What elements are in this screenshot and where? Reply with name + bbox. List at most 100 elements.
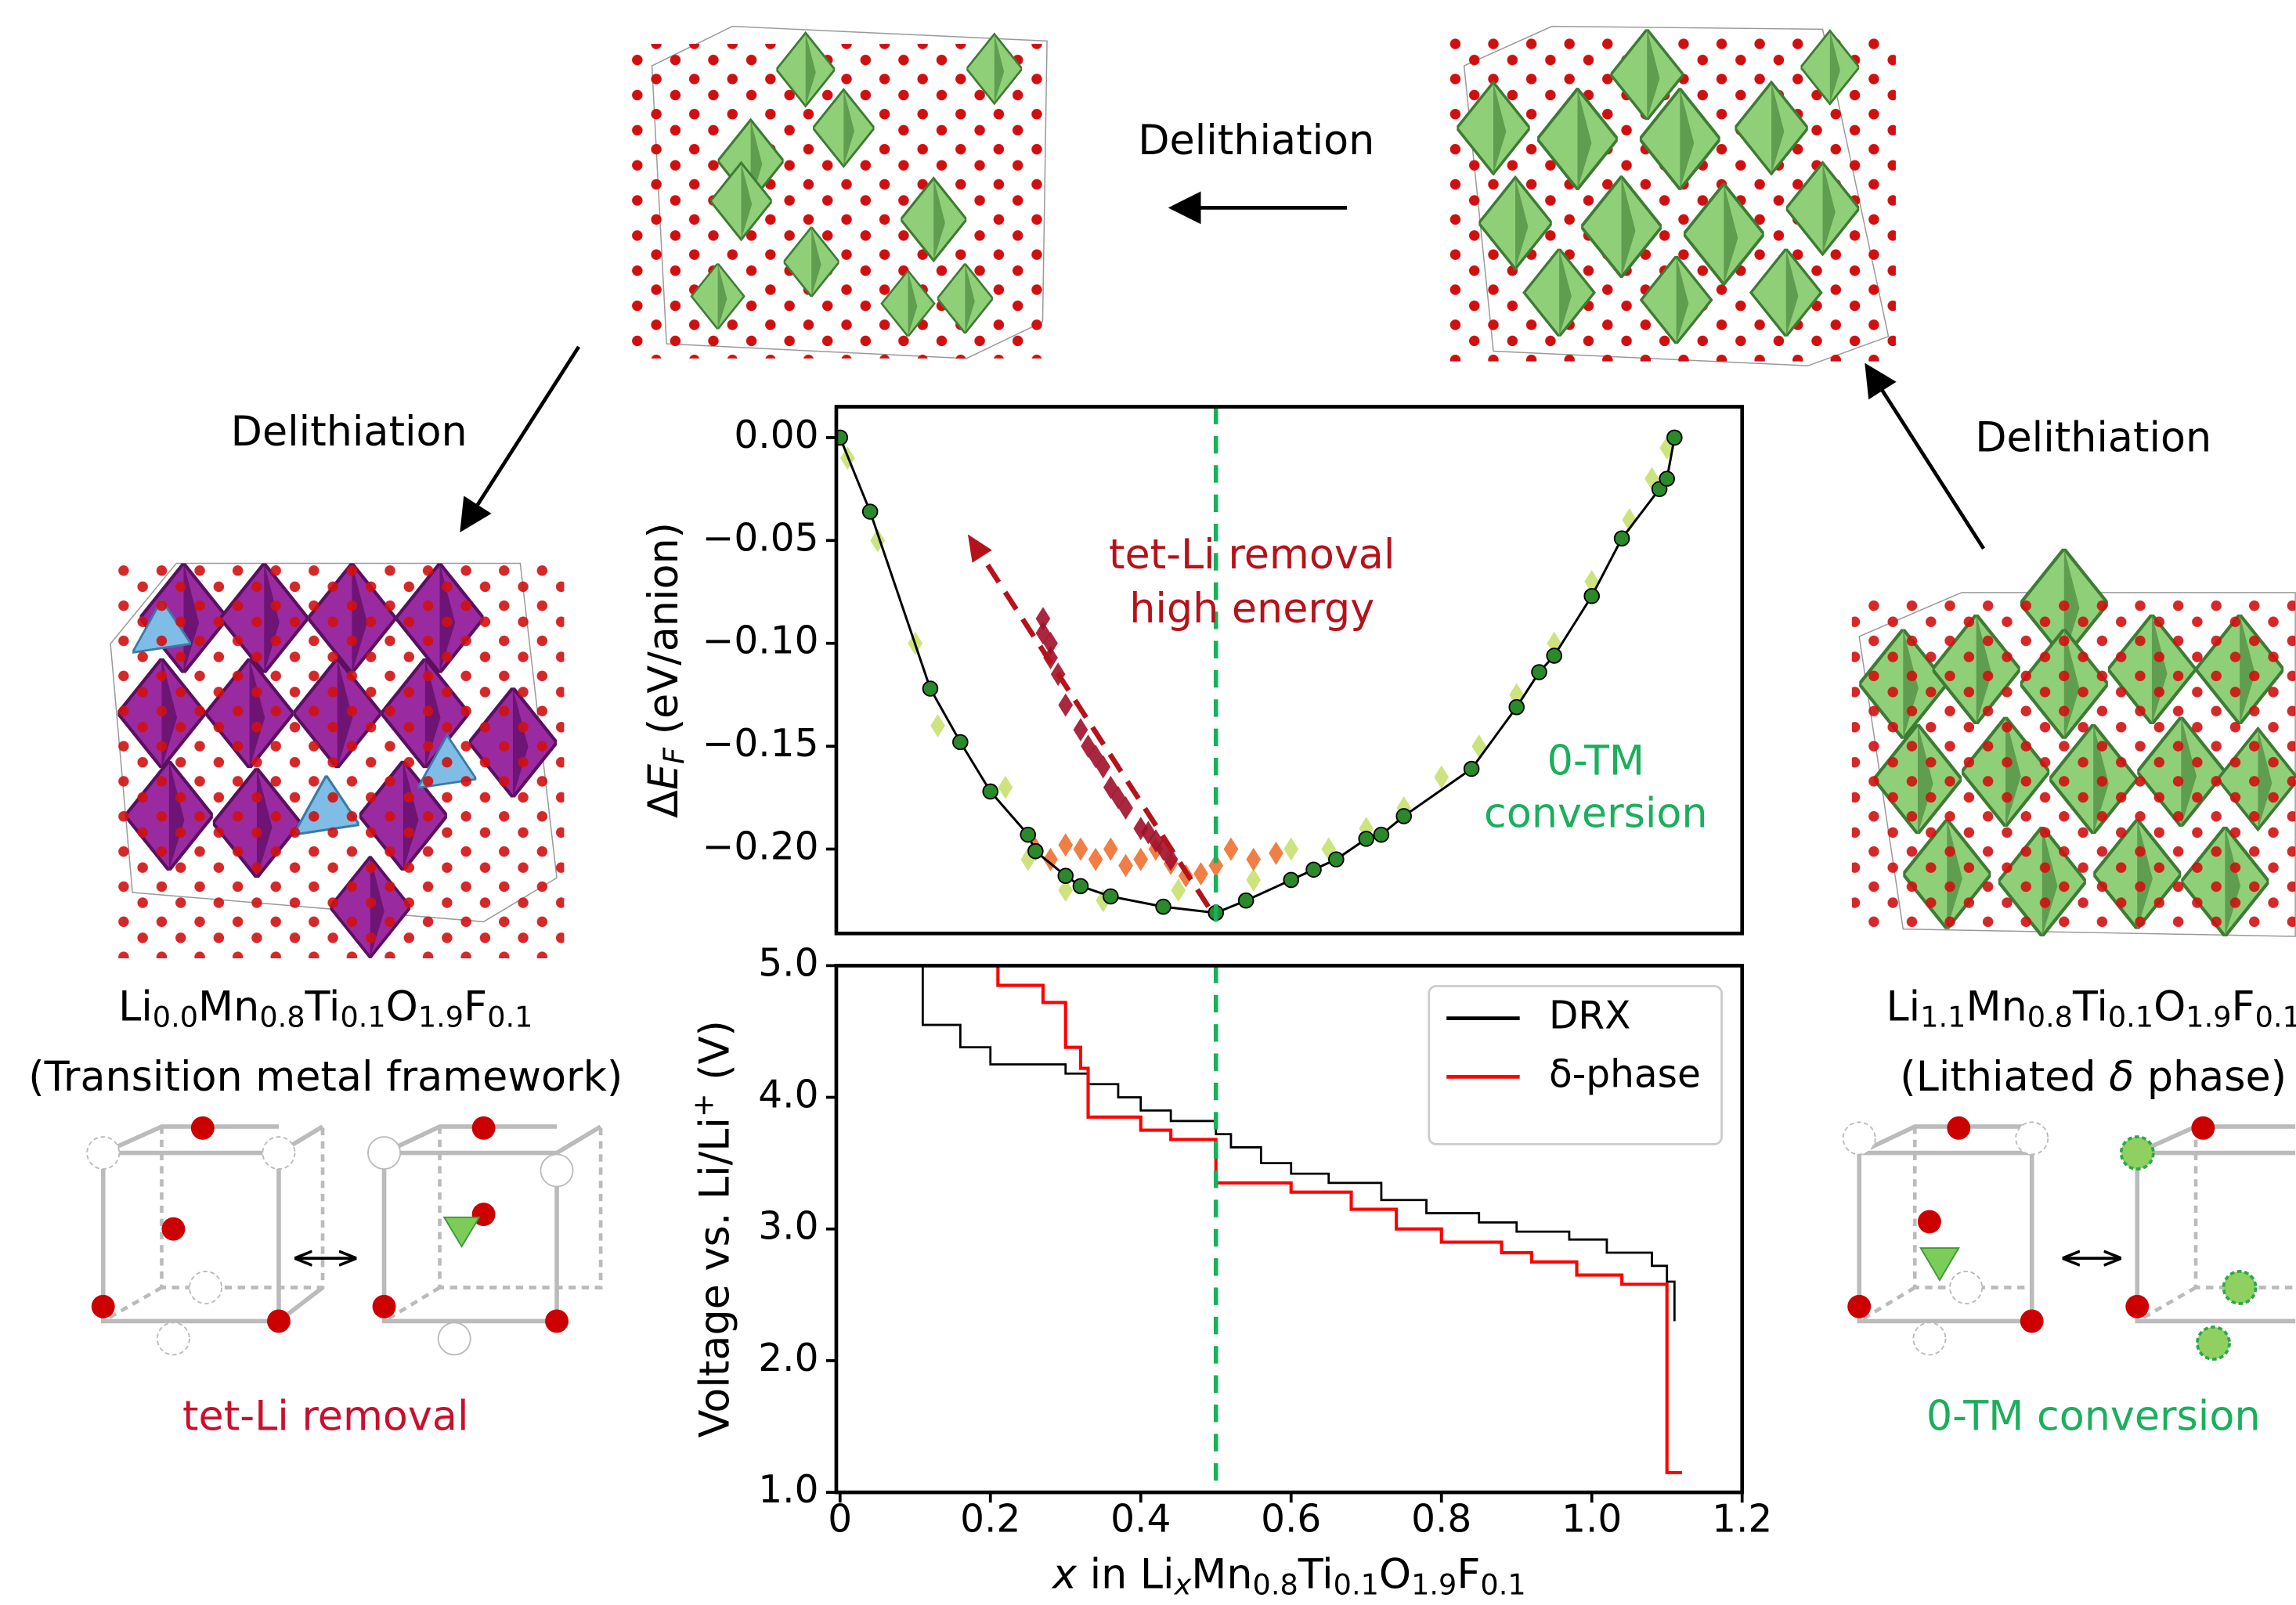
text-part: x bbox=[1174, 1567, 1192, 1601]
text-part: Ti bbox=[1298, 1550, 1334, 1598]
text-part: 1.9 bbox=[418, 1000, 464, 1033]
line-marker bbox=[1072, 878, 1089, 895]
scatter-point bbox=[1223, 837, 1239, 861]
text-part: (V) bbox=[691, 1020, 739, 1093]
atom bbox=[190, 1116, 215, 1140]
site bbox=[437, 1322, 471, 1356]
y-tick-label: 2.0 bbox=[758, 1336, 818, 1380]
structure-top-right bbox=[1442, 25, 1896, 366]
line-marker bbox=[922, 680, 939, 697]
text-part: Ti bbox=[305, 983, 341, 1030]
site bbox=[2015, 1121, 2049, 1156]
cube-edge bbox=[2136, 1126, 2296, 1323]
text-part: + bbox=[686, 1093, 720, 1117]
text-part: 0.8 bbox=[2027, 1000, 2073, 1033]
tetrahedral-li bbox=[442, 1216, 481, 1248]
text-part: F bbox=[2232, 983, 2255, 1030]
atom bbox=[2191, 1116, 2215, 1140]
mechanism-label: tet-Li removal bbox=[182, 1393, 468, 1441]
text-part: F bbox=[464, 983, 487, 1030]
text-part: O bbox=[386, 983, 418, 1030]
scatter-point bbox=[1118, 795, 1133, 820]
text-part: Mn bbox=[1191, 1550, 1252, 1598]
y-tick-label: −0.15 bbox=[702, 722, 819, 766]
scatter-point bbox=[1118, 853, 1133, 878]
tetrahedral-li bbox=[1919, 1247, 1960, 1282]
line-marker bbox=[861, 503, 879, 520]
site bbox=[1949, 1270, 1984, 1304]
atom bbox=[545, 1309, 569, 1333]
caption: (Transition metal framework) bbox=[28, 1053, 623, 1101]
y-tick-label: 1.0 bbox=[758, 1468, 818, 1512]
cube-right-a bbox=[1842, 1116, 2049, 1356]
x-tick-label: 0.2 bbox=[960, 1497, 1020, 1541]
x-axis-label: x in LixMn0.8Ti0.1O1.9F0.1 bbox=[1051, 1550, 1526, 1601]
atom bbox=[161, 1217, 186, 1241]
scatter-point bbox=[1058, 833, 1074, 857]
annotation: conversion bbox=[1484, 790, 1708, 838]
formula: Li0.0Mn0.8Ti0.1O1.9F0.1 bbox=[118, 983, 532, 1033]
y-tick-label: 0.00 bbox=[734, 413, 818, 457]
x-tick-label: 0.8 bbox=[1411, 1497, 1471, 1541]
plot-area: tet-Li removal high energy 0-TM conversion bbox=[834, 405, 1745, 936]
line-marker bbox=[1305, 861, 1322, 878]
scatter-point bbox=[1073, 837, 1088, 861]
y-tick-label: 3.0 bbox=[758, 1205, 818, 1249]
arrow-label: Delithiation bbox=[1975, 413, 2211, 461]
text-part: 0.1 bbox=[2108, 1000, 2153, 1033]
arrow bbox=[460, 345, 581, 533]
text-part: in Li bbox=[1077, 1550, 1175, 1598]
text-part: Mn bbox=[1966, 983, 2027, 1030]
text-part: F bbox=[657, 747, 691, 764]
cube-right-b bbox=[2119, 1116, 2296, 1361]
text-part: δ bbox=[2109, 1053, 2134, 1101]
line-marker bbox=[1659, 471, 1675, 487]
line-marker bbox=[952, 734, 969, 751]
scatter-point bbox=[1103, 837, 1118, 861]
site bbox=[262, 1136, 296, 1170]
y-tick-label: −0.05 bbox=[702, 516, 819, 560]
text-part: Li bbox=[1886, 983, 1921, 1030]
legend-box bbox=[1428, 985, 1723, 1145]
text-part: 0.0 bbox=[153, 1000, 198, 1033]
plot-area: DRX δ-phase bbox=[834, 964, 1745, 1495]
structure-left bbox=[110, 562, 565, 959]
scatter-point bbox=[998, 775, 1013, 799]
line-marker bbox=[1666, 429, 1683, 446]
trend-arrow-head bbox=[967, 534, 992, 563]
y-axis-label: ΔEF (eV/anion) bbox=[640, 522, 691, 818]
site bbox=[540, 1153, 574, 1188]
text-part: 0.1 bbox=[340, 1000, 385, 1033]
annotation: tet-Li removal bbox=[1109, 531, 1395, 579]
y-tick-label: 5.0 bbox=[758, 941, 818, 985]
cube-left-b bbox=[367, 1116, 603, 1356]
text-part: Δ bbox=[640, 790, 688, 818]
text-part: 0.8 bbox=[1253, 1567, 1298, 1601]
trend-arrow bbox=[980, 554, 1211, 908]
line-marker bbox=[1328, 851, 1345, 867]
structure-top-left bbox=[630, 25, 1048, 359]
text-part: 1.1 bbox=[1920, 1000, 1966, 1033]
site bbox=[1912, 1322, 1947, 1356]
site bbox=[367, 1136, 402, 1170]
line bbox=[839, 437, 1676, 914]
line-marker bbox=[1103, 888, 1119, 905]
converted-site bbox=[2222, 1270, 2258, 1305]
y-tick-label: 4.0 bbox=[758, 1073, 818, 1117]
cube-edge bbox=[383, 1126, 603, 1323]
arrow-label: Delithiation bbox=[231, 408, 468, 456]
atom bbox=[267, 1309, 291, 1333]
converted-site bbox=[2196, 1325, 2231, 1361]
scatter-point bbox=[1269, 841, 1283, 865]
atoms bbox=[110, 563, 565, 959]
text-part: E bbox=[640, 764, 688, 790]
atom bbox=[2020, 1309, 2044, 1333]
line-marker bbox=[1373, 826, 1390, 843]
scatter-point bbox=[1246, 867, 1262, 892]
line-marker bbox=[1027, 842, 1044, 860]
annotation: 0-TM bbox=[1547, 737, 1644, 784]
x-tick-label: 0.4 bbox=[1110, 1497, 1171, 1541]
line-marker bbox=[1531, 664, 1547, 680]
site bbox=[189, 1270, 223, 1304]
atom bbox=[1917, 1210, 1941, 1234]
